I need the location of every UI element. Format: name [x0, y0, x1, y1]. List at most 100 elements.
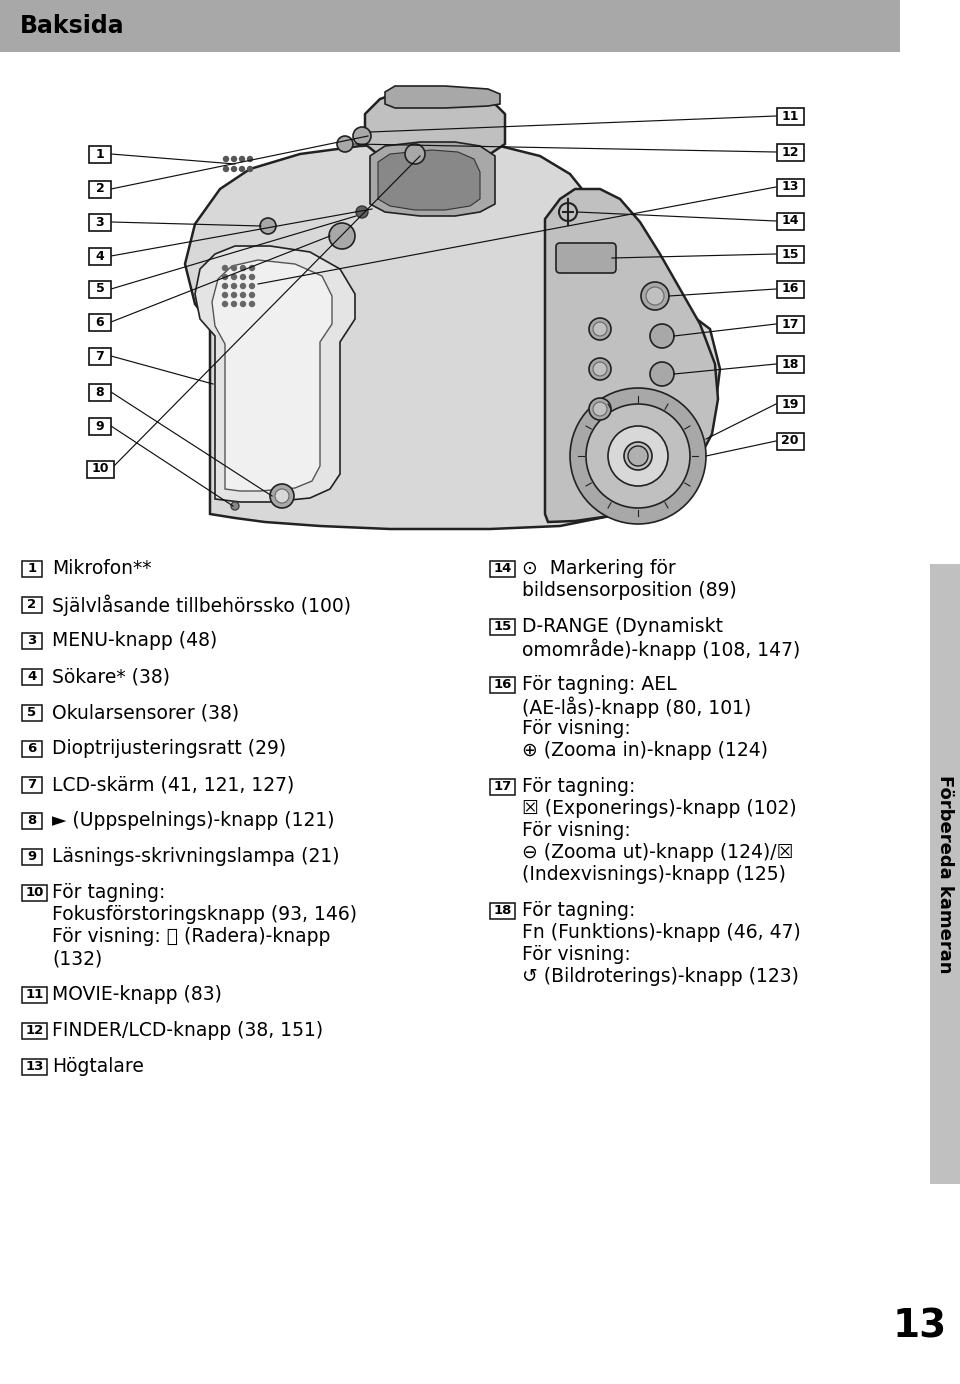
Polygon shape [212, 260, 332, 491]
Bar [777, 432, 804, 450]
Text: 19: 19 [781, 397, 799, 411]
Circle shape [231, 266, 236, 270]
Text: För visning:: För visning: [522, 822, 631, 840]
Bar [22, 1023, 47, 1039]
Text: För visning:: För visning: [522, 945, 631, 965]
Text: 14: 14 [493, 562, 512, 576]
Bar [22, 987, 47, 1003]
Text: 16: 16 [781, 282, 799, 296]
Text: 3: 3 [96, 216, 105, 228]
Text: 15: 15 [781, 248, 799, 260]
Bar [777, 213, 804, 230]
Text: 7: 7 [28, 778, 36, 792]
Text: Mikrofon**: Mikrofon** [52, 559, 152, 579]
Circle shape [241, 284, 246, 288]
Text: 10: 10 [25, 887, 44, 900]
Bar [22, 884, 47, 901]
Text: ► (Uppspelnings)-knapp (121): ► (Uppspelnings)-knapp (121) [52, 811, 334, 830]
Text: 16: 16 [493, 678, 512, 692]
Text: (AE-lås)-knapp (80, 101): (AE-lås)-knapp (80, 101) [522, 696, 752, 718]
Text: 1: 1 [28, 562, 36, 576]
Text: 5: 5 [28, 706, 36, 720]
Circle shape [248, 166, 252, 172]
Text: (132): (132) [52, 949, 103, 969]
Circle shape [239, 166, 245, 172]
Text: ⊙  Markering för: ⊙ Markering för [522, 559, 676, 579]
Text: FINDER/LCD-knapp (38, 151): FINDER/LCD-knapp (38, 151) [52, 1021, 324, 1041]
Text: 8: 8 [28, 815, 36, 828]
Circle shape [231, 166, 236, 172]
Circle shape [593, 363, 607, 376]
Circle shape [231, 302, 236, 306]
Circle shape [650, 363, 674, 386]
Bar [490, 619, 515, 635]
Circle shape [223, 302, 228, 306]
Circle shape [586, 404, 690, 508]
Text: omområde)-knapp (108, 147): omområde)-knapp (108, 147) [522, 638, 801, 660]
Polygon shape [195, 246, 355, 502]
Text: För visning:: För visning: [522, 720, 631, 739]
Circle shape [224, 166, 228, 172]
Text: 9: 9 [28, 851, 36, 864]
Bar [89, 314, 111, 331]
Text: Läsnings-skrivningslampa (21): Läsnings-skrivningslampa (21) [52, 847, 340, 866]
Text: 6: 6 [96, 316, 105, 328]
Text: 10: 10 [91, 462, 108, 476]
Text: D-RANGE (Dynamiskt: D-RANGE (Dynamiskt [522, 617, 723, 637]
Circle shape [250, 266, 254, 270]
Text: 4: 4 [96, 249, 105, 263]
Bar [22, 740, 42, 757]
Circle shape [223, 292, 228, 298]
Text: Förbereda kameran: Förbereda kameran [936, 775, 954, 973]
Bar [86, 461, 113, 477]
Text: (Indexvisnings)-knapp (125): (Indexvisnings)-knapp (125) [522, 865, 786, 884]
Text: Fn (Funktions)-knapp (46, 47): Fn (Funktions)-knapp (46, 47) [522, 923, 801, 943]
Circle shape [589, 358, 611, 381]
FancyBboxPatch shape [556, 244, 616, 273]
Circle shape [337, 136, 353, 152]
Circle shape [270, 484, 294, 508]
Bar [22, 776, 42, 793]
Circle shape [628, 446, 648, 466]
Circle shape [624, 441, 652, 471]
Bar [777, 316, 804, 332]
Circle shape [593, 322, 607, 336]
Circle shape [250, 274, 254, 280]
Text: 3: 3 [28, 634, 36, 648]
Text: För tagning:: För tagning: [522, 901, 636, 920]
Circle shape [223, 284, 228, 288]
Circle shape [241, 266, 246, 270]
Text: 6: 6 [28, 742, 36, 756]
Text: 13: 13 [893, 1308, 948, 1347]
Circle shape [231, 292, 236, 298]
Bar [22, 561, 42, 577]
Text: 5: 5 [96, 282, 105, 296]
Bar [490, 561, 515, 577]
Text: ⊕ (Zooma in)-knapp (124): ⊕ (Zooma in)-knapp (124) [522, 742, 768, 760]
Text: 13: 13 [25, 1060, 44, 1074]
Text: 15: 15 [493, 620, 512, 634]
Text: Sökare* (38): Sökare* (38) [52, 667, 170, 686]
Circle shape [589, 399, 611, 419]
Text: Högtalare: Högtalare [52, 1057, 144, 1077]
Polygon shape [370, 143, 495, 216]
Circle shape [250, 292, 254, 298]
Circle shape [589, 318, 611, 340]
Text: För tagning: AEL: För tagning: AEL [522, 675, 677, 695]
Bar [22, 848, 42, 865]
Bar [89, 347, 111, 364]
Text: 11: 11 [25, 988, 43, 1002]
Text: Baksida: Baksida [20, 14, 125, 37]
Circle shape [231, 156, 236, 162]
Text: ⊖ (Zooma ut)-knapp (124)/☒: ⊖ (Zooma ut)-knapp (124)/☒ [522, 843, 793, 862]
Circle shape [570, 388, 706, 525]
Bar [0, 0, 900, 53]
Text: MENU-knapp (48): MENU-knapp (48) [52, 631, 217, 650]
Bar [89, 418, 111, 435]
Circle shape [224, 156, 228, 162]
Polygon shape [385, 86, 500, 108]
Polygon shape [185, 143, 720, 529]
Circle shape [241, 302, 246, 306]
Circle shape [260, 219, 276, 234]
Text: 12: 12 [25, 1024, 43, 1038]
